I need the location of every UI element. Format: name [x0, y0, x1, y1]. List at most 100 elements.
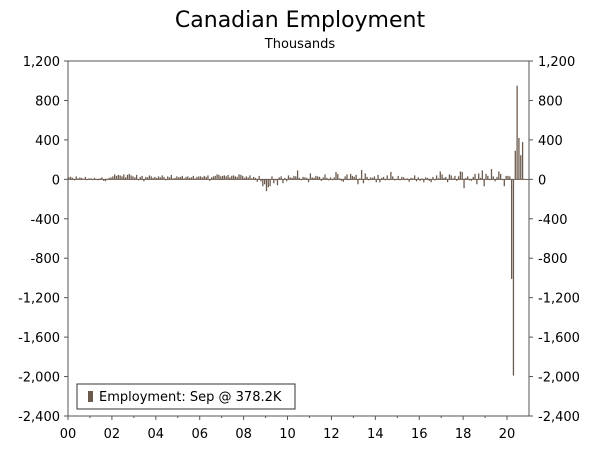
bar-2009-08	[278, 177, 280, 180]
bar-2008-11	[262, 179, 264, 187]
x-tick-label: 04	[148, 427, 165, 442]
x-tick-label: 12	[323, 427, 340, 442]
bar-2002-08	[124, 177, 127, 180]
y-tick-label-left: -1,600	[18, 331, 60, 346]
y-tick-label-right: -400	[538, 213, 568, 228]
bar-2014-10	[392, 176, 394, 180]
bar-2015-12	[417, 177, 419, 180]
bar-2009-11	[284, 177, 286, 180]
bar-2018-08	[476, 179, 478, 185]
bar-2019-08	[498, 171, 500, 180]
bar-2014-02	[377, 174, 379, 180]
bar-2006-02	[201, 177, 204, 180]
bar-2019-09	[500, 173, 502, 180]
y-tick-label-right: 400	[538, 134, 563, 149]
bar-2013-07	[364, 173, 366, 180]
bar-2017-01	[441, 174, 443, 180]
bar-2007-02	[223, 175, 226, 180]
bar-2006-03	[203, 175, 205, 180]
bar-2007-08	[234, 176, 237, 180]
bar-2017-12	[461, 171, 463, 180]
bar-2008-02	[245, 176, 248, 180]
bar-2018-05	[470, 179, 473, 181]
bar-2005-03	[181, 175, 183, 180]
bar-2011-03	[313, 177, 315, 180]
y-tick-label-right: 0	[538, 173, 546, 188]
bar-2002-09	[126, 174, 129, 180]
bar-2016-03	[423, 179, 425, 183]
bar-2008-12	[264, 179, 266, 185]
bar-2014-01	[375, 179, 377, 183]
bar-2017-09	[456, 179, 458, 181]
bar-2011-05	[317, 176, 319, 180]
y-tick-label-right: -800	[538, 252, 568, 267]
bar-2010-12	[307, 179, 310, 183]
bar-2014-07	[386, 175, 388, 180]
bar-2006-04	[205, 176, 207, 180]
bar-2003-05	[141, 175, 143, 180]
bar-2018-03	[467, 176, 469, 180]
bar-2006-10	[216, 174, 218, 180]
bar-2006-01	[199, 176, 202, 180]
bar-2020-03	[510, 179, 513, 279]
bar-2013-11	[371, 177, 374, 180]
bar-2014-04	[381, 177, 383, 180]
y-tick-label-left: 400	[35, 134, 60, 149]
bar-2002-01	[112, 176, 114, 180]
y-tick-label-right: -1,600	[538, 331, 580, 346]
bar-2007-12	[242, 175, 244, 180]
bar-2016-12	[439, 171, 441, 180]
bar-2004-12	[176, 176, 178, 180]
bar-2011-01	[309, 173, 312, 180]
bar-2020-05	[514, 150, 516, 180]
bar-2020-01	[507, 175, 509, 180]
bar-2004-03	[159, 177, 162, 180]
bar-2010-01	[287, 175, 290, 180]
bar-2000-10	[84, 176, 87, 180]
bar-2004-04	[161, 175, 163, 180]
bar-2007-06	[231, 175, 233, 180]
y-tick-label-left: 0	[52, 173, 60, 188]
x-tick-label: 02	[104, 427, 121, 442]
bar-2008-08	[256, 179, 258, 182]
bar-2015-07	[408, 179, 410, 182]
x-axis: 00 02 04 06 08 10 12 14 16 18 20	[60, 416, 515, 442]
y-tick-label-left: -2,400	[18, 410, 60, 425]
bar-2006-06	[209, 179, 211, 181]
x-tick-label: 06	[191, 427, 208, 442]
x-tick-label: 00	[60, 427, 77, 442]
bar-2015-01	[397, 175, 399, 180]
bar-2007-01	[221, 175, 224, 180]
bar-2002-12	[132, 176, 134, 180]
bar-2001-09	[104, 179, 107, 182]
bar-2019-04	[490, 168, 493, 180]
bar-2017-08	[454, 175, 456, 180]
bar-2019-11	[503, 179, 505, 187]
bar-2012-03	[335, 171, 337, 180]
bar-2016-05	[426, 177, 429, 180]
bar-2017-11	[459, 171, 462, 180]
bar-2016-07	[430, 179, 432, 183]
bar-2019-06	[494, 179, 496, 182]
chart-subtitle: Thousands	[264, 37, 336, 52]
bar-2018-02	[465, 177, 467, 180]
bar-2007-07	[232, 175, 235, 180]
bar-2006-09	[214, 175, 216, 180]
bar-2003-06	[143, 179, 145, 182]
bar-2011-04	[315, 175, 317, 180]
bar-2009-01	[265, 179, 268, 192]
bar-2005-01	[178, 177, 180, 180]
bar-2014-05	[382, 176, 385, 180]
bar-2013-03	[357, 179, 359, 185]
bar-2018-11	[481, 170, 483, 180]
bar-2000-05	[75, 176, 77, 180]
bar-2016-08	[432, 176, 434, 180]
bar-2012-12	[351, 175, 354, 180]
bar-2012-09	[346, 174, 348, 180]
bar-2001-08	[103, 179, 105, 181]
legend: Employment: Sep @ 378.2K	[76, 383, 296, 410]
bar-2012-08	[344, 176, 346, 180]
bar-2020-08	[520, 155, 522, 180]
bar-2015-03	[401, 176, 403, 180]
bar-2016-04	[425, 177, 427, 180]
